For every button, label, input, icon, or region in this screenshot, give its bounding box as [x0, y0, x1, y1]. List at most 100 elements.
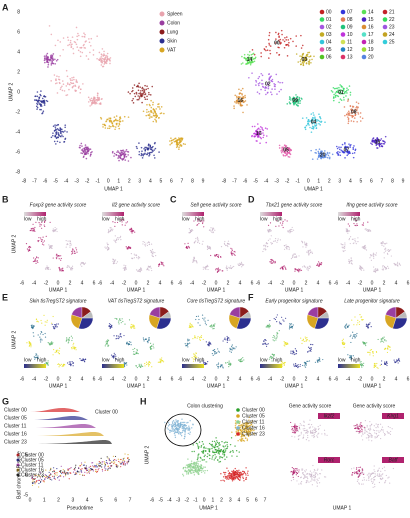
cell-dot [112, 221, 113, 222]
cell-dot [51, 245, 52, 246]
cell-dot [217, 459, 218, 460]
cell-dot [305, 364, 306, 365]
cell-dot [176, 429, 177, 430]
cell-dot [218, 448, 219, 449]
cell-dot [300, 63, 302, 65]
cell-dot [339, 151, 341, 153]
cell-dot [350, 92, 352, 94]
cell-dot [274, 354, 275, 355]
cell-dot [142, 243, 143, 244]
cell-dot [261, 127, 263, 129]
cell-dot [69, 361, 70, 362]
cell-dot [194, 241, 195, 242]
cell-dot [373, 355, 374, 356]
cell-dot [146, 109, 148, 111]
legend-label: 18 [368, 39, 374, 45]
cell-dot [312, 112, 314, 114]
cell-dot [151, 366, 152, 367]
cell-dot [86, 149, 88, 151]
cell-dot [294, 256, 295, 257]
cell-dot [62, 472, 63, 473]
cell-dot [148, 155, 150, 157]
x-tick-label: -4 [346, 280, 351, 286]
cell-dot [144, 89, 146, 91]
cell-dot [53, 467, 54, 468]
cell-dot [44, 62, 46, 64]
cell-dot [96, 103, 98, 105]
cell-dot [54, 124, 56, 126]
cell-dot [287, 220, 288, 221]
cell-dot [189, 428, 190, 429]
cell-dot [123, 154, 125, 156]
cell-dot [160, 360, 161, 361]
cell-dot [302, 340, 303, 341]
cell-dot [210, 227, 211, 228]
cell-dot [257, 78, 259, 80]
cell-dot [145, 115, 147, 117]
cell-dot [65, 475, 66, 476]
cell-dot [108, 117, 110, 119]
cell-dot [60, 475, 61, 476]
cell-dot [229, 364, 230, 365]
cell-dot [82, 263, 83, 264]
cell-dot [52, 354, 53, 355]
cell-dot [144, 365, 145, 366]
cell-dot [180, 422, 181, 423]
cell-dot [172, 423, 173, 424]
cell-dot [148, 145, 150, 147]
cell-dot [328, 155, 330, 157]
cell-dot [273, 261, 274, 262]
cell-dot [194, 468, 195, 469]
cell-dot [295, 365, 296, 366]
cell-dot [212, 328, 213, 329]
cell-dot [42, 471, 43, 472]
cell-dot [70, 82, 72, 84]
cell-dot [383, 246, 384, 247]
cell-dot [136, 86, 138, 88]
cell-dot [349, 225, 350, 226]
cell-dot [71, 43, 73, 45]
cell-dot [235, 425, 236, 426]
colorbar-low: low [102, 216, 110, 222]
cell-dot [293, 230, 294, 231]
cell-dot [98, 466, 99, 467]
cell-dot [99, 52, 101, 54]
cell-dot [183, 428, 184, 429]
cell-dot [359, 314, 360, 315]
cell-dot [147, 114, 149, 116]
cell-dot [195, 337, 196, 338]
cell-dot [129, 341, 130, 342]
cell-dot [182, 430, 183, 431]
cell-dot [280, 323, 281, 324]
cell-dot [187, 339, 188, 340]
cell-dot [141, 153, 143, 155]
cell-dot [66, 70, 68, 72]
cell-dot [89, 467, 90, 468]
cell-dot [359, 265, 360, 266]
cell-dot [289, 325, 290, 326]
cell-dot [196, 353, 197, 354]
cell-dot [207, 265, 208, 266]
cell-dot [171, 424, 172, 425]
cell-dot [275, 32, 277, 34]
cell-dot [347, 89, 349, 91]
cell-dot [67, 240, 68, 241]
cell-dot [66, 337, 67, 338]
cell-dot [198, 446, 199, 447]
cell-dot [309, 340, 310, 341]
cell-dot [309, 127, 311, 129]
cell-dot [241, 56, 243, 58]
cell-dot [128, 116, 130, 118]
cell-dot [190, 325, 191, 326]
cell-dot [292, 353, 293, 354]
cell-dot [266, 346, 267, 347]
cell-dot [95, 471, 96, 472]
cell-dot [33, 479, 34, 480]
cell-dot [213, 328, 214, 329]
y-tick-label: -2 [16, 109, 21, 115]
cell-dot [85, 262, 86, 263]
cell-dot [59, 269, 60, 270]
cell-dot [101, 62, 103, 64]
cell-dot [43, 244, 44, 245]
